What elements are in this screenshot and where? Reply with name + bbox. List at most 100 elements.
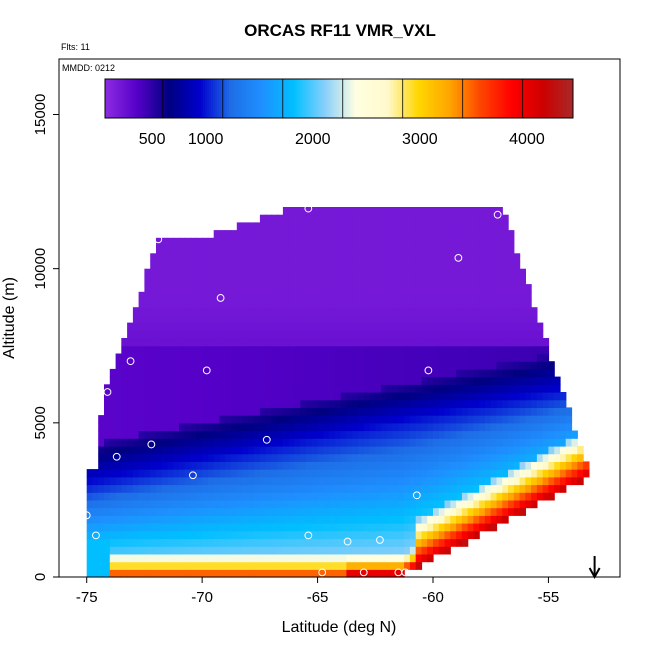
heatmap-cell: [386, 422, 394, 432]
heatmap-cell: [490, 345, 498, 355]
heatmap-cell: [386, 430, 394, 439]
heatmap-cell: [358, 314, 365, 324]
heatmap-cell: [392, 230, 399, 239]
colorbar: 500 1000 2000 3000 4000: [104, 78, 574, 148]
heatmap-cell: [531, 446, 538, 455]
heatmap-cell: [398, 322, 405, 331]
heatmap-cell: [490, 330, 498, 339]
heatmap-cell: [225, 461, 232, 470]
heatmap-cell: [536, 345, 544, 355]
heatmap-cell: [415, 237, 423, 247]
heatmap-cell: [531, 353, 538, 362]
heatmap-cell: [167, 237, 174, 247]
heatmap-cell: [467, 322, 474, 331]
heatmap-cell: [386, 376, 394, 385]
heatmap-cell: [409, 561, 417, 570]
heatmap-cell: [196, 446, 203, 455]
heatmap-cell: [358, 299, 365, 308]
heatmap-cell: [456, 384, 463, 393]
heatmap-cell: [231, 422, 238, 432]
heatmap-cell: [167, 268, 174, 277]
heatmap-cell: [433, 438, 440, 447]
heatmap-cell: [381, 453, 388, 462]
heatmap-cell: [259, 546, 267, 555]
heatmap-cell: [115, 476, 122, 486]
colorbar-swatch: [197, 79, 200, 118]
heatmap-cell: [479, 353, 486, 362]
heatmap-cell: [196, 499, 203, 509]
heatmap-cell: [86, 492, 94, 501]
heatmap-cell: [363, 361, 371, 370]
heatmap-cell: [525, 484, 532, 493]
colorbar-swatch: [547, 79, 550, 118]
heatmap-cell: [300, 399, 307, 408]
heatmap-cell: [398, 361, 405, 370]
heatmap-cell: [213, 415, 221, 424]
heatmap-cell: [461, 484, 469, 493]
heatmap-cell: [467, 469, 474, 478]
heatmap-cell: [300, 507, 307, 516]
heatmap-cell: [282, 499, 290, 509]
heatmap-cell: [461, 453, 469, 462]
heatmap-cell: [317, 214, 324, 223]
heatmap-cell: [259, 523, 267, 532]
heatmap-cell: [300, 392, 307, 401]
colorbar-swatch: [425, 79, 428, 118]
heatmap-cell: [242, 330, 249, 339]
heatmap-cell: [444, 368, 451, 378]
heatmap-cell: [450, 284, 457, 293]
heatmap-cell: [334, 561, 342, 570]
heatmap-cell: [531, 345, 538, 355]
heatmap-cell: [277, 515, 284, 524]
heatmap-cell: [271, 392, 278, 401]
heatmap-cell: [167, 314, 174, 324]
heatmap-cell: [306, 307, 313, 316]
heatmap-cell: [438, 230, 446, 239]
heatmap-cell: [404, 469, 411, 478]
heatmap-cell: [404, 230, 411, 239]
heatmap-cell: [490, 469, 498, 478]
heatmap-cell: [433, 207, 440, 216]
heatmap-cell: [392, 237, 399, 247]
heatmap-cell: [306, 384, 313, 393]
heatmap-cell: [150, 345, 157, 355]
heatmap-cell: [109, 546, 117, 555]
heatmap-cell: [398, 330, 405, 339]
heatmap-cell: [363, 523, 371, 532]
heatmap-cell: [565, 430, 573, 439]
heatmap-cell: [484, 230, 492, 239]
heatmap-cell: [311, 368, 319, 378]
heatmap-cell: [404, 245, 411, 254]
heatmap-cell: [259, 253, 267, 262]
heatmap-cell: [415, 392, 423, 401]
colorbar-swatch: [485, 79, 488, 118]
heatmap-cell: [404, 499, 411, 509]
heatmap-cell: [167, 492, 174, 501]
heatmap-cell: [184, 484, 192, 493]
colorbar-swatch: [529, 79, 532, 118]
heatmap-cell: [92, 484, 99, 493]
heatmap-cell: [450, 268, 457, 277]
colorbar-swatch: [493, 79, 496, 118]
heatmap-cell: [381, 338, 388, 347]
heatmap-cell: [219, 314, 226, 324]
heatmap-cell: [421, 422, 428, 432]
heatmap-cell: [479, 484, 486, 493]
heatmap-cell: [167, 245, 174, 254]
colorbar-swatch: [483, 79, 486, 118]
heatmap-cell: [536, 399, 544, 408]
heatmap-cell: [346, 492, 353, 501]
observation-point: [82, 511, 91, 520]
colorbar-swatch: [505, 79, 508, 118]
heatmap-cell: [352, 361, 359, 370]
heatmap-cell: [173, 546, 180, 555]
heatmap-cell: [571, 469, 578, 478]
heatmap-cell: [156, 322, 163, 331]
heatmap-cell: [375, 492, 382, 501]
heatmap-cell: [358, 276, 365, 285]
heatmap-cell: [392, 307, 399, 316]
heatmap-cell: [444, 230, 451, 239]
heatmap-cell: [150, 461, 157, 470]
heatmap-cell: [277, 399, 284, 408]
